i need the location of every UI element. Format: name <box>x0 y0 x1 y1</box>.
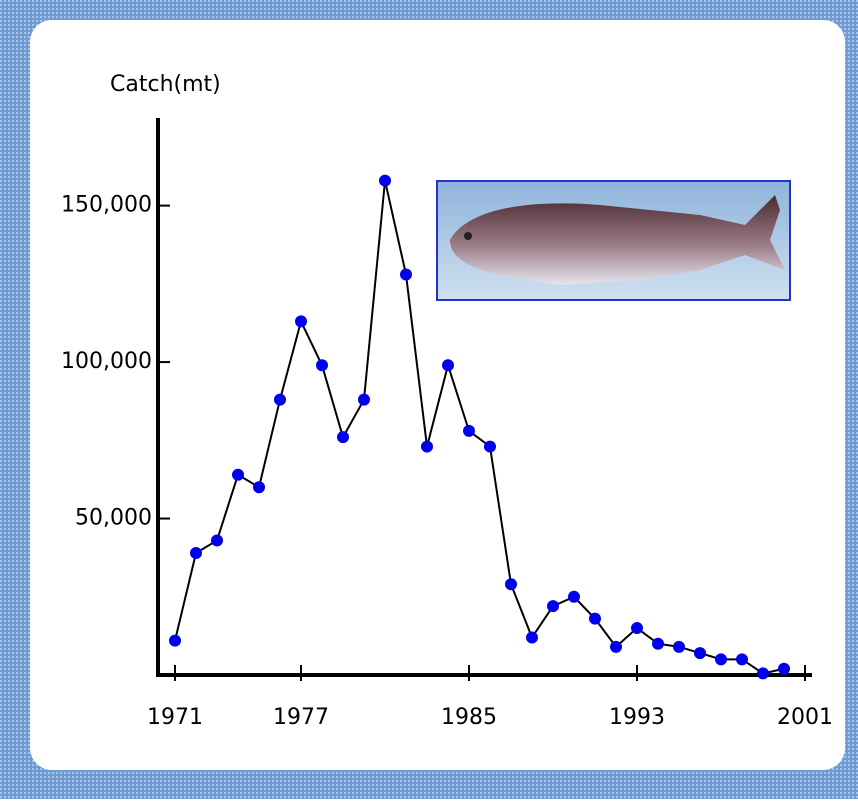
data-point <box>673 641 685 653</box>
y-tick-label: 50,000 <box>75 506 152 531</box>
data-point <box>610 641 622 653</box>
data-point <box>295 315 307 327</box>
x-tick-label: 1993 <box>609 705 665 730</box>
x-tick-label: 1985 <box>441 705 497 730</box>
data-point <box>274 394 286 406</box>
data-point <box>526 631 538 643</box>
data-point <box>484 441 496 453</box>
data-point <box>589 613 601 625</box>
data-point <box>379 175 391 187</box>
y-tick-label: 150,000 <box>61 193 152 218</box>
data-point <box>715 653 727 665</box>
data-point <box>316 359 328 371</box>
data-point <box>337 431 349 443</box>
y-tick-label: 100,000 <box>61 349 152 374</box>
x-tick-label: 1971 <box>147 705 203 730</box>
data-point <box>694 647 706 659</box>
fish-photo <box>437 181 790 300</box>
data-point <box>652 638 664 650</box>
x-tick-label: 1977 <box>273 705 329 730</box>
data-point <box>400 268 412 280</box>
data-point <box>505 578 517 590</box>
data-point <box>190 547 202 559</box>
data-point <box>778 663 790 675</box>
y-axis-title: Catch(mt) <box>110 72 221 97</box>
data-point <box>547 600 559 612</box>
data-point <box>358 394 370 406</box>
data-point <box>568 591 580 603</box>
data-point <box>631 622 643 634</box>
data-point <box>169 635 181 647</box>
data-point <box>421 441 433 453</box>
data-point <box>463 425 475 437</box>
data-point <box>736 653 748 665</box>
data-point <box>757 667 769 679</box>
data-point <box>442 359 454 371</box>
data-point <box>253 481 265 493</box>
page: {"chart_data": {"type": "line", "y_label… <box>0 0 858 803</box>
chart: Catch(mt) 50,000 100,000 150,000 1971 1977 19… <box>0 0 858 799</box>
data-point <box>232 469 244 481</box>
data-point <box>211 534 223 546</box>
x-tick-label: 2001 <box>777 705 833 730</box>
